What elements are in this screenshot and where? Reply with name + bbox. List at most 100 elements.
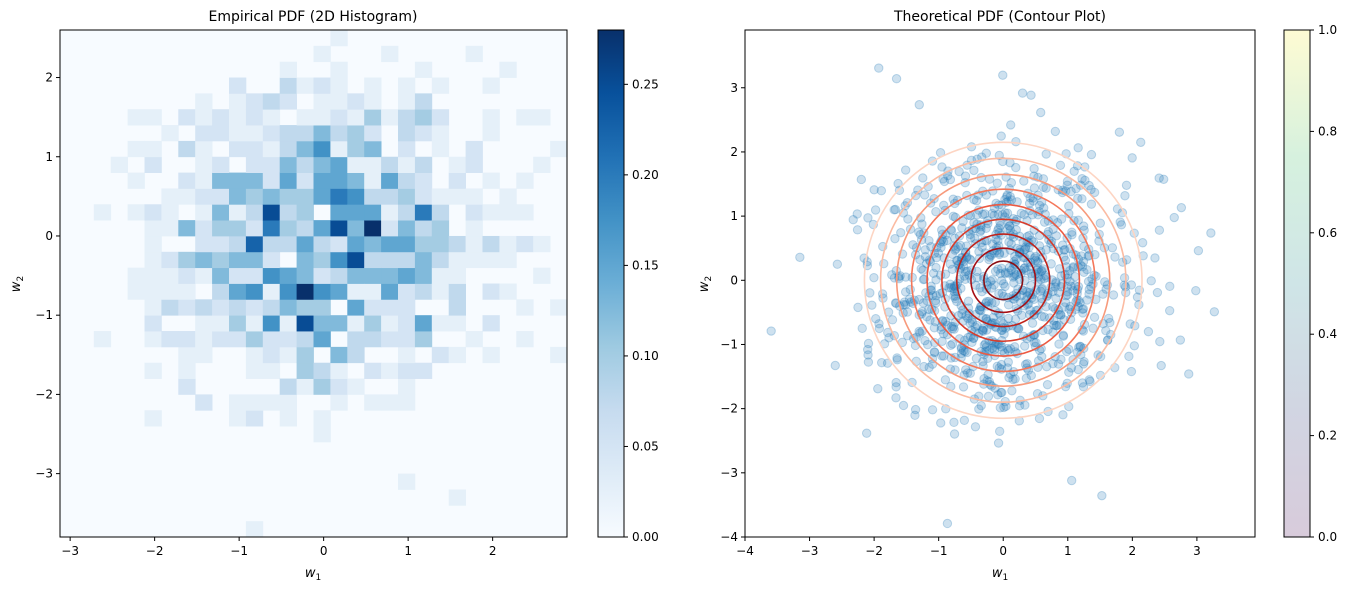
contour-line	[955, 233, 1051, 328]
scatter-point	[1105, 317, 1115, 328]
scatter-point	[1010, 347, 1021, 357]
scatter-point	[942, 518, 953, 529]
scatter-point	[1098, 289, 1108, 299]
scatter-point	[1127, 153, 1137, 163]
scatter-point	[1101, 325, 1111, 336]
histogram-bin	[398, 283, 416, 300]
histogram-bin	[364, 220, 382, 237]
scatter-point	[960, 171, 971, 181]
scatter-point	[916, 263, 926, 274]
histogram-bin	[448, 235, 466, 253]
scatter-point	[987, 275, 998, 285]
scatter-point	[892, 355, 902, 365]
histogram-bin	[398, 188, 416, 205]
histogram-bin	[144, 204, 162, 221]
scatter-point	[1077, 194, 1087, 204]
scatter-point	[1011, 225, 1021, 235]
scatter-point	[1083, 276, 1094, 287]
scatter-point	[1029, 253, 1040, 263]
histogram-bin	[245, 331, 264, 348]
scatter-point	[1019, 210, 1029, 220]
histogram-bin	[398, 299, 416, 316]
histogram-bin	[212, 283, 230, 300]
scatter-point	[1004, 221, 1014, 231]
scatter-point	[1005, 191, 1015, 202]
histogram-colorbar-tick-label: 0.10	[632, 349, 659, 363]
histogram-bin	[465, 220, 483, 237]
histogram-bin	[347, 378, 365, 395]
scatter-point	[961, 311, 971, 321]
scatter-point	[937, 351, 947, 361]
histogram-bin	[516, 331, 534, 348]
histogram-bin	[482, 77, 500, 94]
histogram-bin	[245, 410, 264, 427]
histogram-bin	[364, 172, 382, 189]
histogram-bin	[296, 109, 314, 126]
scatter-point	[999, 329, 1009, 339]
scatter-point	[1154, 173, 1164, 183]
scatter-point	[1041, 361, 1052, 372]
contour-ylabel: w2	[697, 276, 714, 292]
scatter-point	[960, 365, 971, 375]
scatter-point	[918, 173, 928, 183]
histogram-bin	[212, 125, 230, 142]
histogram-bin	[245, 283, 264, 300]
histogram-bin	[262, 220, 281, 237]
histogram-bin	[212, 220, 230, 237]
scatter-point	[1061, 346, 1072, 357]
scatter-point	[936, 418, 946, 428]
scatter-point	[958, 382, 969, 392]
scatter-point	[852, 209, 862, 219]
scatter-point	[917, 306, 928, 317]
scatter-point	[1120, 191, 1130, 201]
histogram-bin	[364, 204, 382, 221]
histogram-bin	[431, 125, 450, 142]
scatter-point	[999, 248, 1009, 258]
scatter-point	[1048, 302, 1058, 312]
histogram-bin	[279, 77, 297, 94]
histogram-bin	[414, 362, 433, 379]
histogram-bin	[279, 331, 297, 348]
histogram-bin	[364, 140, 382, 158]
scatter-point	[857, 323, 867, 334]
scatter-point	[1005, 344, 1016, 354]
histogram-bin	[144, 362, 162, 379]
histogram-bin	[398, 172, 416, 189]
scatter-point	[1011, 162, 1021, 173]
histogram-bin	[398, 267, 416, 284]
histogram-bin	[465, 251, 483, 269]
histogram-bin	[347, 109, 365, 126]
histogram-bin	[313, 188, 331, 205]
scatter-point	[1028, 196, 1038, 206]
histogram-bin	[398, 125, 416, 142]
scatter-point	[1103, 313, 1114, 324]
histogram-x-tick-label: −3	[61, 544, 79, 558]
histogram-bin	[482, 125, 500, 142]
histogram-bin	[313, 362, 331, 379]
scatter-point	[876, 186, 887, 196]
scatter-point	[966, 255, 976, 265]
scatter-point	[1065, 265, 1075, 276]
scatter-point	[1152, 287, 1163, 298]
contour-y-tick-label: 2	[730, 145, 738, 159]
scatter-point	[1095, 218, 1106, 228]
histogram-bin	[279, 156, 297, 173]
scatter-point	[942, 235, 952, 246]
scatter-point	[900, 165, 911, 175]
scatter-point	[1000, 267, 1011, 278]
scatter-point	[1108, 290, 1119, 300]
contour-colorbar-tick-label: 0.2	[1318, 429, 1337, 443]
scatter-point	[1078, 308, 1088, 318]
histogram-bin	[313, 125, 331, 142]
scatter-point	[981, 342, 992, 352]
histogram-bin	[195, 125, 213, 142]
histogram-bin	[414, 188, 433, 205]
scatter-point	[1008, 374, 1018, 385]
scatter-point	[933, 248, 944, 258]
scatter-point	[954, 310, 964, 321]
scatter-point	[899, 297, 910, 307]
histogram-bin	[279, 235, 297, 253]
histogram-bin	[229, 188, 247, 205]
scatter-point	[1155, 336, 1165, 347]
